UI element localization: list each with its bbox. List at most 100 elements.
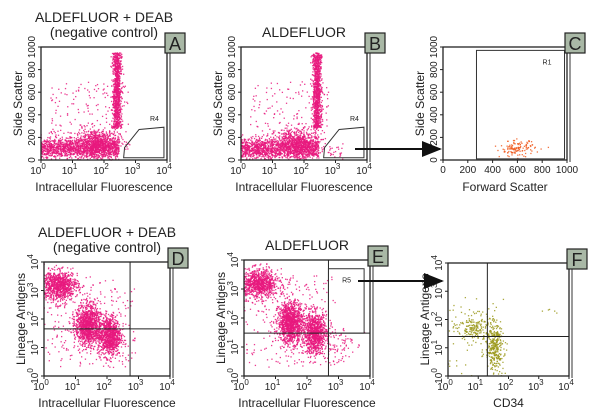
data-point xyxy=(117,59,120,61)
data-point xyxy=(75,148,77,151)
data-point xyxy=(105,147,107,150)
data-point xyxy=(299,136,301,138)
data-point xyxy=(109,149,111,151)
data-point xyxy=(55,136,58,139)
data-point xyxy=(254,148,257,151)
data-point xyxy=(44,144,46,146)
data-point xyxy=(105,154,107,156)
data-point xyxy=(59,142,61,144)
data-point xyxy=(73,98,75,101)
data-point xyxy=(120,117,122,119)
data-point xyxy=(321,149,324,151)
data-point xyxy=(100,137,102,140)
data-point xyxy=(269,144,271,146)
data-point xyxy=(120,55,122,57)
data-point xyxy=(284,155,286,157)
data-point xyxy=(95,154,98,156)
data-point xyxy=(116,156,119,158)
data-point xyxy=(54,152,57,155)
data-point xyxy=(251,143,253,145)
data-point xyxy=(307,133,310,135)
data-point xyxy=(70,141,72,143)
data-point xyxy=(114,146,117,148)
data-point xyxy=(247,138,249,141)
data-point xyxy=(119,73,121,75)
data-point xyxy=(285,138,287,140)
data-point xyxy=(103,133,106,136)
data-point xyxy=(69,136,71,138)
data-point xyxy=(97,141,99,143)
data-point xyxy=(48,150,51,152)
data-point xyxy=(101,140,104,142)
data-point xyxy=(115,91,117,94)
data-point xyxy=(92,146,94,148)
data-point xyxy=(119,109,121,111)
data-point xyxy=(112,68,114,70)
data-point xyxy=(98,150,100,152)
data-point xyxy=(102,138,104,140)
data-point xyxy=(50,147,52,149)
data-point xyxy=(286,133,288,136)
data-point xyxy=(58,148,61,150)
data-point xyxy=(114,81,116,84)
data-point xyxy=(78,129,81,131)
data-point xyxy=(83,140,86,142)
data-point xyxy=(60,141,63,143)
data-point xyxy=(60,125,62,127)
data-point xyxy=(304,150,306,153)
data-point xyxy=(263,146,265,148)
data-point xyxy=(55,147,58,149)
data-point xyxy=(114,155,117,158)
data-point xyxy=(87,89,89,91)
data-point xyxy=(42,151,44,154)
data-point xyxy=(117,101,119,104)
data-point xyxy=(106,132,108,134)
data-point xyxy=(252,152,254,154)
data-point xyxy=(110,66,113,68)
data-point xyxy=(68,151,70,153)
data-point xyxy=(113,104,115,106)
data-point xyxy=(92,141,94,143)
data-point xyxy=(312,145,315,148)
data-point xyxy=(119,111,122,113)
data-point xyxy=(69,132,71,134)
data-point xyxy=(97,154,99,157)
data-point xyxy=(116,110,119,113)
data-point xyxy=(284,138,286,140)
data-point xyxy=(49,146,51,148)
data-point xyxy=(48,151,50,154)
data-point xyxy=(67,140,69,142)
data-point xyxy=(83,129,85,132)
data-point xyxy=(125,141,128,143)
data-point xyxy=(115,85,117,87)
data-point xyxy=(45,148,47,150)
data-point xyxy=(77,108,79,111)
data-point xyxy=(69,152,72,154)
data-point xyxy=(120,123,122,126)
data-point xyxy=(53,139,55,142)
data-point xyxy=(263,147,265,149)
data-point xyxy=(116,120,118,123)
data-point xyxy=(56,145,58,148)
data-point xyxy=(310,129,312,131)
data-point xyxy=(77,136,79,138)
data-point xyxy=(301,146,304,148)
data-point xyxy=(79,147,82,149)
data-point xyxy=(97,151,100,153)
data-point xyxy=(246,157,248,159)
data-point xyxy=(276,142,279,144)
data-point xyxy=(46,157,48,160)
data-point xyxy=(115,77,118,79)
data-point xyxy=(115,65,117,67)
data-point xyxy=(246,152,248,154)
data-point xyxy=(116,154,118,156)
data-point xyxy=(108,144,110,147)
data-point xyxy=(277,152,279,155)
data-point xyxy=(55,134,57,136)
data-point xyxy=(295,155,297,157)
data-point xyxy=(47,143,49,146)
data-point xyxy=(80,153,82,156)
data-point xyxy=(106,85,109,87)
data-point xyxy=(119,121,121,123)
data-point xyxy=(111,96,114,98)
